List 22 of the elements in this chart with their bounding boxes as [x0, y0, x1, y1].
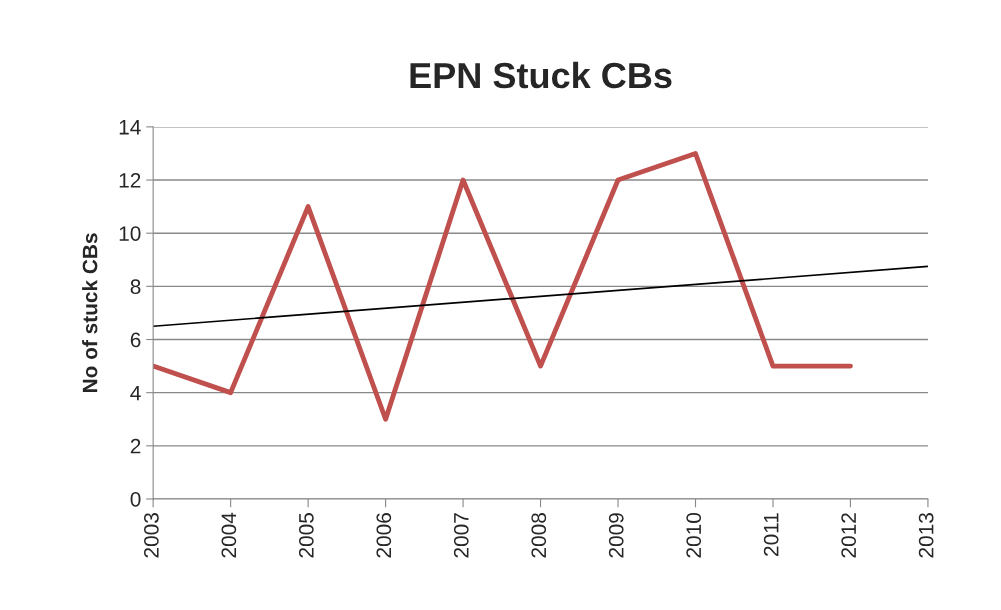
x-tick-label: 2012: [841, 513, 857, 558]
x-tick-label: 2011: [763, 513, 779, 556]
x-tick-label: 2013: [918, 513, 934, 558]
x-tick-label: 2005: [298, 513, 314, 558]
x-tick-label: 2003: [143, 513, 159, 558]
y-tick-label: 8: [130, 279, 141, 295]
x-tick-label: 2008: [531, 513, 547, 558]
y-tick-label: 2: [130, 438, 141, 454]
chart-title: EPN Stuck CBs: [410, 61, 672, 89]
x-tick-label: 2009: [608, 513, 624, 558]
y-tick-label: 14: [119, 120, 141, 135]
y-tick-label: 10: [119, 226, 141, 241]
line-series: [153, 151, 853, 422]
x-tick-label: 2010: [686, 512, 702, 558]
x-tick-label: 2006: [376, 513, 392, 558]
y-axis-title: No of stuck CBs: [82, 233, 98, 392]
x-tick-label: 2004: [221, 512, 237, 558]
y-tick-label: 0: [130, 491, 141, 507]
y-tick-label: 4: [130, 385, 141, 401]
x-tick-label: 2007: [453, 513, 469, 558]
y-tick-label: 6: [130, 332, 141, 348]
y-tick-label: 12: [119, 173, 141, 188]
